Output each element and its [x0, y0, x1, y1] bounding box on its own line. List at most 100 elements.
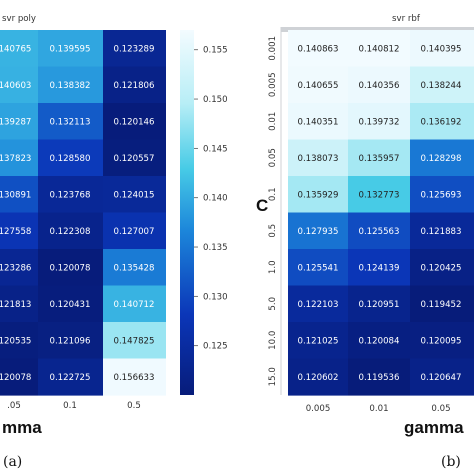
colorbar-ticks: 0.155 0.150 0.145 0.140 0.135 0.130 0.125 [194, 46, 228, 352]
heatmap-cell [288, 139, 348, 177]
heatmap-cell [348, 103, 410, 141]
cell-value-label: 0.125541 [297, 263, 338, 273]
cell-value-label: 0.120431 [49, 300, 90, 310]
heatmap-cell [288, 249, 348, 287]
heatmap-cell [410, 66, 474, 104]
heatmap-cell [288, 103, 348, 141]
panel-a-x-axis-label: mma [2, 418, 42, 437]
heatmap-cell [38, 139, 103, 177]
cell-value-label: 0.135929 [297, 190, 338, 200]
cell-value-label: 0.140395 [420, 44, 461, 54]
panel-b-top-strip [281, 27, 474, 32]
x-tick-label: 0.5 [127, 401, 141, 411]
x-tick-label: .05 [7, 401, 21, 411]
cell-value-label: 0.139732 [358, 117, 399, 127]
cell-value-label: 0.121096 [49, 336, 90, 346]
cell-value-label: 0.140812 [358, 44, 399, 54]
y-tick-label: 0.05 [268, 148, 278, 167]
cell-value-label: 0.135428 [113, 263, 154, 273]
heatmap-cell [348, 212, 410, 250]
heatmap-cell [410, 139, 474, 177]
cell-value-label: 0.132113 [49, 117, 90, 127]
heatmap-cell [410, 212, 474, 250]
cell-value-label: 0.124015 [113, 190, 154, 200]
y-tick-label: 10.0 [268, 331, 278, 350]
cell-value-label: 0.120951 [358, 300, 399, 310]
heatmap-cell [0, 249, 38, 287]
x-tick-label: 0.005 [306, 404, 331, 414]
cell-value-label: 120078 [0, 373, 31, 383]
cell-value-label: 0.138073 [297, 154, 338, 164]
y-tick-label: 1.0 [268, 260, 278, 274]
cell-value-label: 0.123768 [49, 190, 90, 200]
y-tick-label: 15.0 [268, 367, 278, 386]
heatmap-cell [38, 176, 103, 214]
colorbar-tick-label: 0.125 [203, 342, 228, 352]
heatmap-cell [348, 139, 410, 177]
y-tick-label: 0.005 [268, 72, 278, 97]
colorbar-tick-label: 0.155 [203, 46, 228, 56]
panel-a-label: (a) [3, 454, 22, 470]
colorbar-tick-label: 0.145 [203, 144, 228, 154]
cell-value-label: 0.125563 [358, 227, 399, 237]
heatmap-cell [0, 285, 38, 323]
colorbar-tick-label: 0.150 [203, 95, 228, 105]
heatmap-cell [0, 212, 38, 250]
cell-value-label: 0.120602 [297, 373, 338, 383]
heatmap-cell [103, 322, 166, 360]
heatmap-cell [103, 66, 166, 104]
cell-value-label: 0.140356 [358, 81, 399, 91]
heatmap-cell [410, 285, 474, 323]
cell-value-label: 127558 [0, 227, 31, 237]
cell-value-label: 0.138382 [49, 81, 90, 91]
cell-value-label: 0.156633 [113, 373, 154, 383]
cell-value-label: 0.122103 [297, 300, 338, 310]
heatmap-cell [288, 212, 348, 250]
panel-b-y-ticks: 0.001 0.005 0.01 0.05 0.1 0.5 1.0 5.0 10.0 15.0 [268, 36, 278, 386]
heatmap-cell [348, 358, 410, 396]
heatmap-cell [410, 30, 474, 68]
cell-value-label: 0.128580 [49, 154, 90, 164]
cell-value-label: 121813 [0, 300, 31, 310]
heatmap-cell [103, 30, 166, 68]
cell-value-label: 0.123289 [113, 44, 154, 54]
cell-value-label: 0.132773 [358, 190, 399, 200]
heatmap-cell [38, 30, 103, 68]
cell-value-label: 0.120425 [420, 263, 461, 273]
panel-b-label: (b) [441, 454, 461, 470]
cell-value-label: 0.136192 [420, 117, 461, 127]
heatmap-cell [288, 358, 348, 396]
cell-value-label: 0.127007 [113, 227, 154, 237]
panel-b-x-axis-label: gamma [404, 418, 464, 437]
colorbar-tick-label: 0.135 [203, 243, 228, 253]
heatmap-cell [288, 176, 348, 214]
heatmap-cell [0, 103, 38, 141]
panel-a: svr poly 140765 0.139595 0.123289 140603 0.1… [0, 14, 166, 470]
cell-value-label: 0.121806 [113, 81, 154, 91]
cell-value-label: 0.121883 [420, 227, 461, 237]
heatmap-cell [410, 322, 474, 360]
heatmap-cell [348, 176, 410, 214]
x-tick-label: 0.01 [369, 404, 388, 414]
cell-value-label: 0.119536 [358, 373, 399, 383]
heatmap-cell [38, 358, 103, 396]
heatmap-cell [0, 139, 38, 177]
heatmap-cell [410, 176, 474, 214]
cell-value-label: 0.120647 [420, 373, 461, 383]
heatmap-cell [410, 249, 474, 287]
panel-a-x-ticks: .05 0.1 0.5 [7, 401, 141, 411]
panel-b-y-axis-label: C [256, 196, 268, 215]
heatmap-cell [38, 66, 103, 104]
cell-value-label: 0.120095 [420, 336, 461, 346]
panel-a-title: svr poly [2, 14, 36, 24]
y-tick-label: 5.0 [268, 297, 278, 311]
panel-b-x-ticks: 0.005 0.01 0.05 [306, 404, 451, 414]
cell-value-label: 120535 [0, 336, 31, 346]
cell-value-label: 130891 [0, 190, 31, 200]
heatmap-cell [0, 176, 38, 214]
heatmap-cell [0, 358, 38, 396]
cell-value-label: 140765 [0, 44, 31, 54]
cell-value-label: 0.120557 [113, 154, 154, 164]
heatmap-cell [103, 249, 166, 287]
